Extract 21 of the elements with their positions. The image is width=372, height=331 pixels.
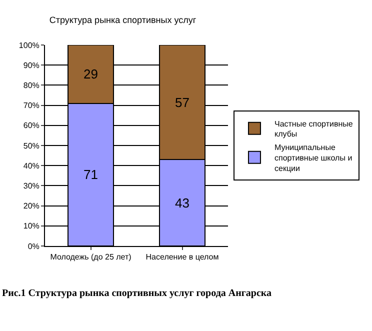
data-label: 71 [84, 167, 98, 182]
y-tick-label: 100% [18, 40, 40, 50]
data-label: 29 [84, 66, 98, 82]
data-label: 43 [175, 195, 190, 210]
x-tick-label: Молодежь (до 25 лет) [50, 252, 132, 262]
y-tick-label: 30% [23, 182, 40, 190]
y-tick-label: 70% [23, 101, 40, 110]
text: Рис.1 Структура рынка спортивных услуг города Ангарска [2, 288, 272, 299]
legend-label: Частные спортивные клубы [274, 119, 354, 139]
y-tick-label: 90% [23, 60, 40, 70]
x-tick-label: Население в целом [146, 252, 219, 262]
legend-label: Муниципальные спортивные школы и секции [274, 143, 352, 173]
y-tick-label: 10% [23, 222, 40, 231]
y-tick-label: 0% [28, 242, 40, 251]
y-tick-label: 20% [23, 202, 40, 211]
y-tick-label: 40% [23, 161, 40, 170]
chart-title: Структура рынка спортивных услуг [49, 14, 197, 25]
y-tick-label: 80% [23, 81, 40, 90]
data-label: 57 [175, 94, 190, 110]
y-tick-label: 50% [23, 141, 40, 150]
y-tick-label: 60% [23, 121, 40, 130]
